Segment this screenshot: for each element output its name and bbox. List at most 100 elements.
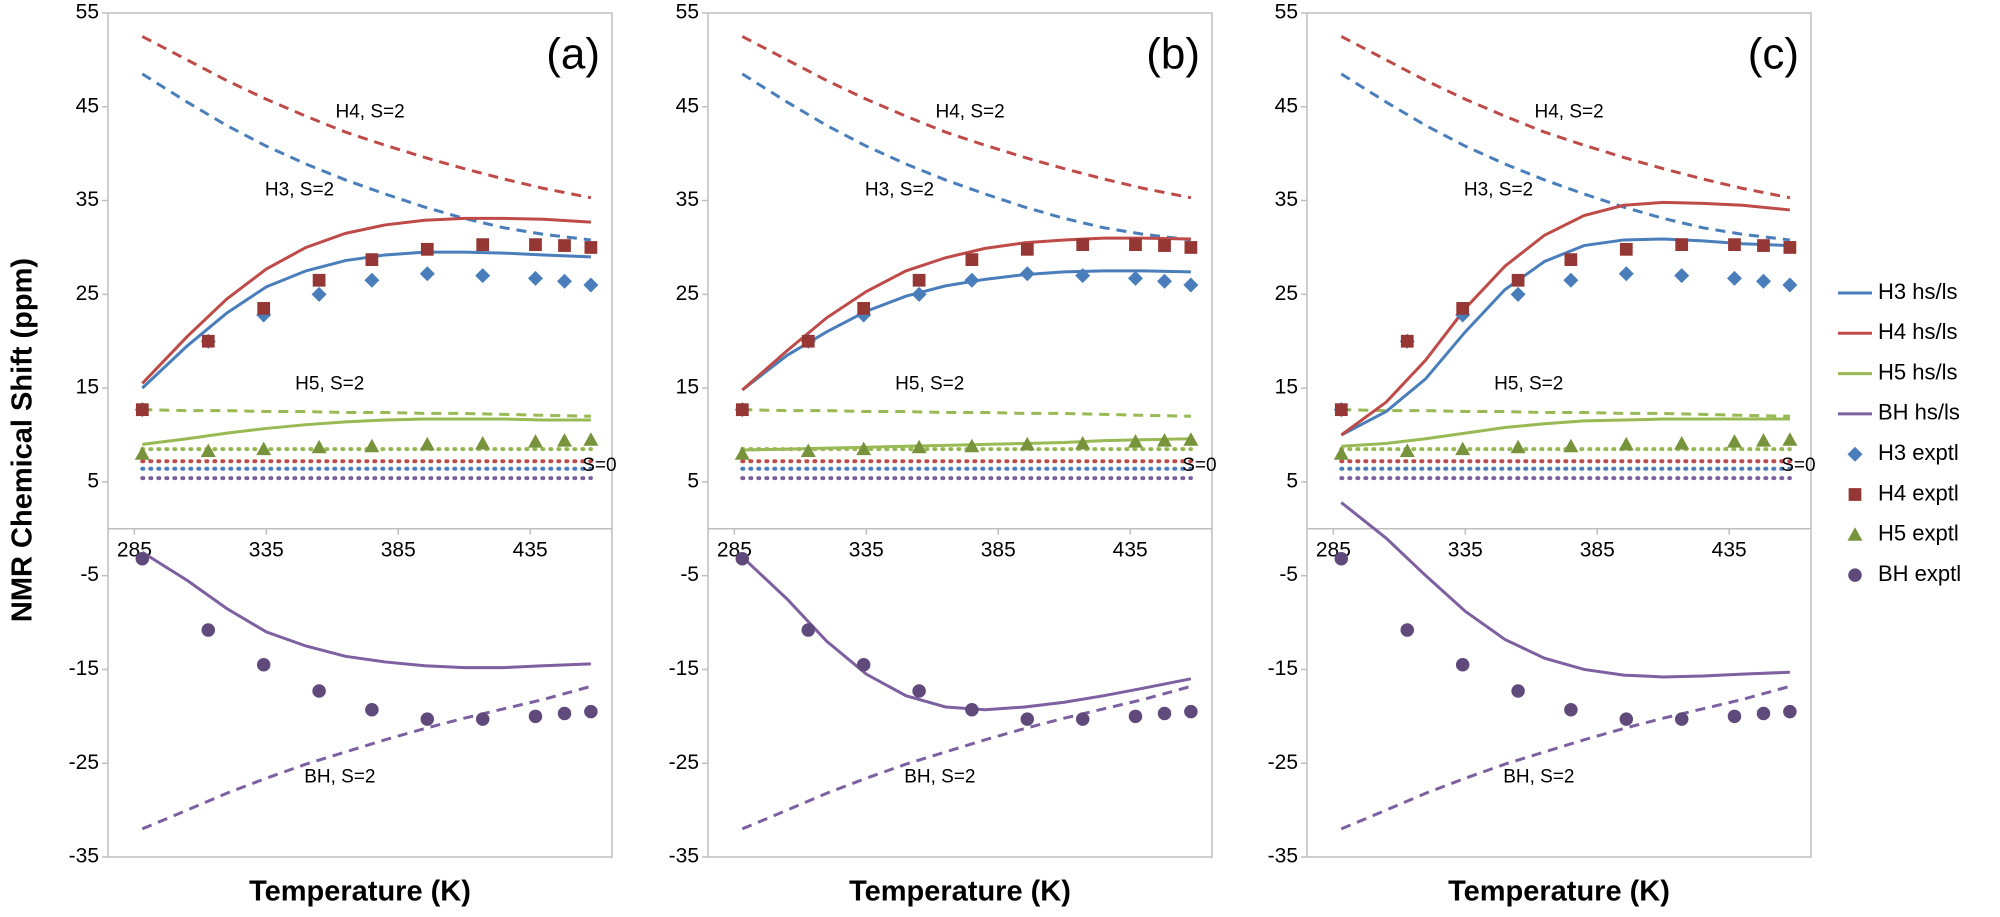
exptl-point	[1619, 712, 1634, 726]
exptl-point	[1129, 238, 1142, 252]
exptl-point	[1674, 435, 1690, 450]
exptl-point	[420, 242, 434, 256]
exptl-point	[419, 436, 435, 451]
exptl-point	[1564, 703, 1578, 717]
x-axis-title: Temperature (K)	[849, 876, 1071, 908]
y-tick-label: 55	[1275, 1, 1298, 24]
exptl-point	[1183, 432, 1199, 446]
y-tick-label: 45	[76, 94, 99, 117]
exptl-point	[800, 443, 816, 457]
panel-label: (b)	[1146, 30, 1200, 79]
exptl-point	[1563, 272, 1579, 288]
y-tick-label: -25	[69, 751, 99, 774]
s2-label: BH, S=2	[304, 767, 375, 788]
exptl-point	[1726, 270, 1742, 286]
s2-label: H4, S=2	[1534, 102, 1603, 123]
y-tick-label: 25	[1275, 282, 1298, 305]
plot-frame	[707, 12, 1213, 858]
y-tick-label: -35	[1268, 845, 1298, 868]
y-tick-label: -15	[669, 657, 699, 680]
exptl-point	[1127, 270, 1143, 286]
s2-curve	[1340, 35, 1791, 200]
exptl-point	[135, 552, 150, 566]
exptl-point	[1075, 712, 1090, 726]
exptl-point	[1184, 241, 1198, 254]
s2-curve	[141, 72, 592, 242]
s2-label: H5, S=2	[1494, 373, 1563, 394]
exptl-point	[1782, 277, 1798, 293]
exptl-point	[1618, 436, 1634, 451]
hsls-curve	[1340, 200, 1791, 437]
exptl-point	[557, 433, 573, 447]
y-tick-label: 55	[76, 1, 99, 24]
exptl-point	[558, 239, 571, 252]
exptl-point	[257, 302, 271, 315]
exptl-point	[475, 435, 491, 450]
exptl-point	[1510, 286, 1526, 302]
s2-curve	[142, 408, 591, 418]
y-tick-label: -15	[1268, 657, 1298, 680]
exptl-point	[1020, 712, 1035, 726]
legend-swatch	[1848, 568, 1862, 582]
exptl-point	[1756, 706, 1771, 721]
s2-label: H3, S=2	[865, 179, 934, 200]
hsls-curve	[1340, 501, 1790, 679]
exptl-point	[557, 706, 572, 721]
y-tick-label: 5	[87, 469, 99, 492]
x-tick-label: 435	[1712, 538, 1747, 561]
legend-label: BH hs/ls	[1878, 400, 1960, 425]
exptl-point	[1456, 302, 1470, 315]
exptl-point	[1399, 443, 1415, 457]
exptl-point	[1019, 436, 1035, 451]
x-tick-label: 435	[1113, 538, 1148, 561]
exptl-point	[528, 709, 543, 724]
exptl-point	[857, 302, 871, 315]
exptl-point	[912, 273, 926, 287]
exptl-point	[1757, 239, 1770, 252]
s2-curve	[141, 684, 592, 831]
y-tick-label: 25	[76, 282, 99, 305]
exptl-point	[1400, 623, 1415, 637]
y-tick-label: -5	[680, 563, 699, 586]
exptl-point	[1726, 434, 1742, 448]
exptl-point	[475, 268, 491, 284]
exptl-point	[1455, 658, 1470, 672]
legend-label: H5 exptl	[1878, 521, 1959, 546]
exptl-point	[1455, 441, 1471, 456]
s2-label: BH, S=2	[904, 767, 975, 788]
exptl-point	[583, 277, 599, 293]
exptl-point	[364, 272, 380, 288]
s2-label: H4, S=2	[335, 102, 404, 123]
exptl-point	[801, 623, 816, 637]
legend-label: H3 exptl	[1878, 440, 1959, 465]
x-tick-label: 335	[249, 538, 284, 561]
legend-swatch	[1848, 488, 1862, 501]
exptl-point	[1564, 253, 1578, 267]
hsls-curve	[741, 236, 1191, 392]
exptl-point	[1127, 434, 1143, 448]
x-tick-label: 385	[381, 538, 416, 561]
exptl-point	[1157, 706, 1172, 721]
s2-curve	[741, 72, 1192, 242]
exptl-point	[201, 623, 216, 637]
x-tick-label: 335	[849, 538, 884, 561]
exptl-point	[527, 270, 543, 286]
s2-curve	[741, 684, 1192, 831]
exptl-point	[964, 438, 980, 453]
exptl-point	[135, 403, 149, 417]
y-tick-label: 5	[687, 469, 699, 492]
exptl-point	[1334, 552, 1349, 566]
exptl-point	[1020, 242, 1034, 256]
exptl-point	[1511, 273, 1525, 287]
exptl-point	[1157, 273, 1173, 289]
exptl-point	[200, 443, 216, 457]
exptl-point	[1183, 277, 1199, 293]
x-tick-label: 435	[513, 538, 548, 561]
exptl-point	[529, 238, 542, 252]
s2-label: H5, S=2	[295, 373, 364, 394]
exptl-point	[912, 684, 926, 698]
x-tick-label: 385	[981, 538, 1016, 561]
exptl-point	[964, 272, 980, 288]
hsls-curve	[141, 550, 591, 670]
